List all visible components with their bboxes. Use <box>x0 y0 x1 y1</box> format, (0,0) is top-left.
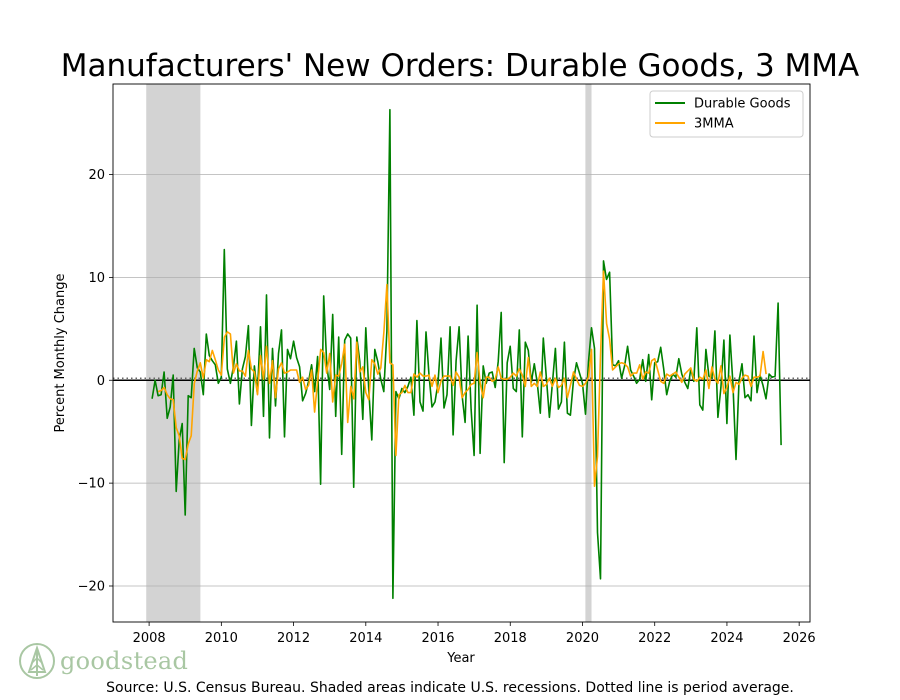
x-tick-label: 2008 <box>133 631 166 646</box>
x-tick-label: 2022 <box>638 631 671 646</box>
plot-area: −20 −10 0 10 20 2008 2010 2012 2014 2016 2018 2020 2… <box>78 83 816 646</box>
x-tick-label: 2018 <box>494 631 527 646</box>
x-tick-label: 2012 <box>277 631 310 646</box>
y-tick-label: 0 <box>97 374 105 389</box>
y-tick-label: 20 <box>88 168 105 183</box>
logo-text: goodstead <box>60 647 189 675</box>
legend-box <box>649 90 804 138</box>
source-note: Source: U.S. Census Bureau. Shaded areas… <box>106 680 794 696</box>
legend-label: 3MMA <box>694 117 734 132</box>
series-line-durable-goods <box>151 108 782 600</box>
y-tick-label: −10 <box>78 477 105 492</box>
y-axis-label: Percent Monthly Change <box>53 273 68 432</box>
x-tick-label: 2016 <box>421 631 454 646</box>
x-axis-label: Year <box>446 651 475 666</box>
pine-tree-icon <box>19 643 55 679</box>
series-line-3mma <box>157 270 767 488</box>
goodstead-logo: goodstead <box>18 641 188 681</box>
x-tick-label: 2010 <box>205 631 238 646</box>
chart-title: Manufacturers' New Orders: Durable Goods… <box>61 48 859 84</box>
y-tick-label: 10 <box>88 271 105 286</box>
legend-label: Durable Goods <box>694 97 791 112</box>
recession-band-1 <box>146 84 201 622</box>
x-tick-label: 2014 <box>349 631 382 646</box>
recession-band-2 <box>585 84 592 622</box>
x-tick-label: 2026 <box>783 631 816 646</box>
x-tick-label: 2024 <box>710 631 743 646</box>
y-tick-label: −20 <box>78 579 105 594</box>
axes-frame <box>112 83 811 623</box>
x-tick-label: 2020 <box>566 631 599 646</box>
